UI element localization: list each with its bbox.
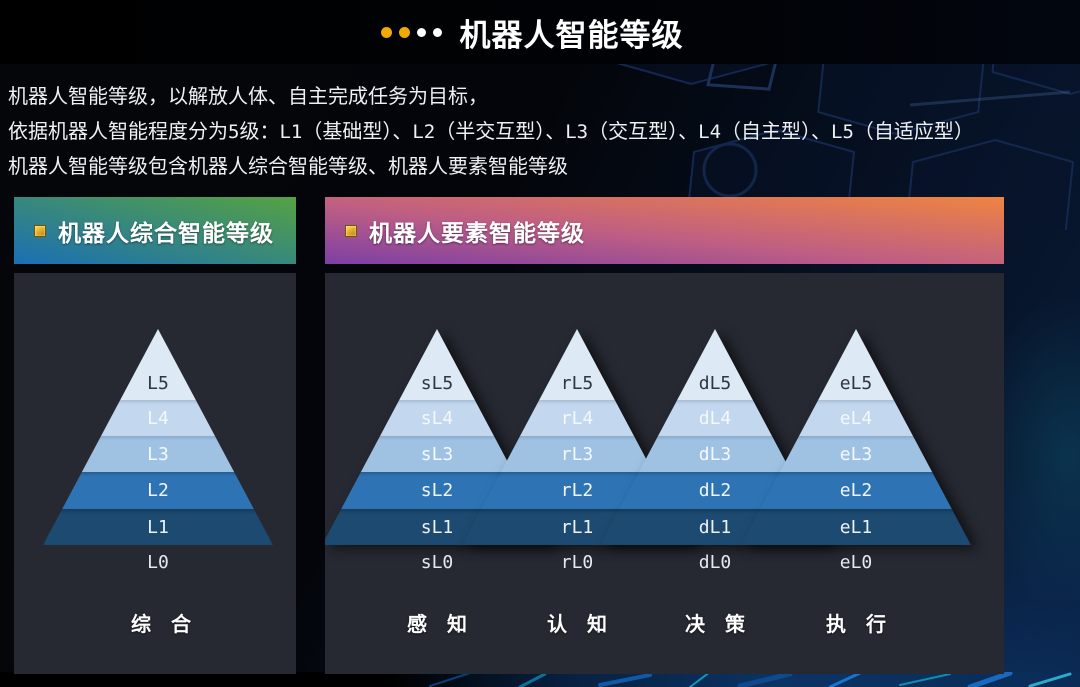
pyramid-band-label: eL2 <box>839 480 873 501</box>
dot-icon <box>432 27 442 37</box>
dot-icon <box>380 26 392 38</box>
gold-square-icon <box>345 224 357 237</box>
pyramid-band-label: L5 <box>147 373 169 394</box>
level-code-text: L4 <box>698 121 722 143</box>
right-panel-header: 机器人要素智能等级 <box>325 197 1004 264</box>
pyramid-base-label-sL0: sL0 <box>420 552 454 573</box>
pyramid-band-label: rL5 <box>560 373 594 394</box>
right-panel-body: sL5 sL4 sL3 sL2 sL1 sL0 rL5 rL4 rL3 rL2 rL1 rL0 dL5 d… <box>325 273 1004 674</box>
category-label-overall: 综 合 <box>131 614 191 636</box>
pyramid-band-eL2: eL2 <box>741 472 971 509</box>
pyramid-band-label: eL5 <box>839 373 873 394</box>
pyramid-dL0: dL5 dL4 dL3 dL2 dL1 dL0 <box>600 329 830 573</box>
pyramid-band-label: dL1 <box>698 516 732 538</box>
pyramid-band-label: L4 <box>147 407 169 429</box>
level-code-text: 5 <box>228 121 240 143</box>
pyramid-band-label: sL2 <box>420 480 454 501</box>
pyramid-band-L3: L3 <box>43 436 273 472</box>
pyramid-band-label: rL3 <box>560 443 594 465</box>
level-code-text: L1 <box>279 121 303 143</box>
level-code-text: L3 <box>565 121 589 143</box>
description-text: （自适应型） <box>853 121 974 143</box>
left-panel-title: 机器人综合智能等级 <box>58 219 274 246</box>
pyramid-sL0: sL5 sL4 sL3 sL2 sL1 sL0 <box>325 329 552 573</box>
description-text: 依据机器人智能程度分为 <box>8 121 228 143</box>
description-line-3: 机器人智能等级包含机器人综合智能等级、机器人要素智能等级 <box>8 156 568 178</box>
category-label-cognition: 认 知 <box>547 614 607 636</box>
category-label-perception: 感 知 <box>407 614 467 636</box>
description-line-1: 机器人智能等级，以解放人体、自主完成任务为目标， <box>8 86 488 108</box>
pyramid-band-label: rL4 <box>560 407 594 429</box>
pyramid-base-label-eL0: eL0 <box>839 552 873 573</box>
dot-icon <box>416 27 426 37</box>
gold-square-icon <box>34 224 46 237</box>
pyramid-band-label: L3 <box>147 443 169 465</box>
pyramid-band-label: L1 <box>147 516 169 538</box>
pyramid-base-label-rL0: rL0 <box>560 552 594 573</box>
pyramid-base-label-L0: L0 <box>147 552 169 573</box>
level-code-text: L2 <box>412 121 436 143</box>
pyramid-band-label: dL3 <box>698 443 732 465</box>
category-label-execution: 执 行 <box>826 614 886 636</box>
pyramid-band-label: rL1 <box>560 516 594 538</box>
pyramid-band-L4: L4 <box>43 400 273 436</box>
title-dots-decoration <box>380 26 442 38</box>
pyramid-band-label: sL3 <box>420 443 454 465</box>
left-panel-header: 机器人综合智能等级 <box>14 197 296 264</box>
title-band: 机器人智能等级 <box>0 0 1080 64</box>
pyramid-band-label: sL5 <box>420 373 454 394</box>
description-text: （交互型）、 <box>588 121 699 143</box>
pyramid-band-L2: L2 <box>43 472 273 509</box>
description-block: 机器人智能等级，以解放人体、自主完成任务为目标， 依据机器人智能程度分为5级：L… <box>8 80 1080 185</box>
pyramid-band-L5: L5 <box>43 329 273 400</box>
bottom-circuit-strip <box>0 672 1080 687</box>
pyramid-band-label: eL1 <box>839 516 873 538</box>
dot-icon <box>398 26 410 38</box>
pyramid-L0: L5 L4 L3 L2 L1 L0 <box>43 329 273 573</box>
pyramid-band-label: eL4 <box>839 407 873 429</box>
pyramid-base-label-dL0: dL0 <box>698 552 732 573</box>
pyramid-band-eL3: eL3 <box>741 436 971 472</box>
left-panel-body: L5 L4 L3 L2 L1 L0 综 合 <box>14 273 296 674</box>
pyramid-band-label: sL1 <box>420 516 454 538</box>
description-line-2: 依据机器人智能程度分为5级：L1（基础型）、L2（半交互型）、L3（交互型）、L… <box>8 115 1080 150</box>
pyramid-band-label: dL5 <box>698 373 732 394</box>
page-title: 机器人智能等级 <box>459 17 684 53</box>
pyramid-band-label: dL2 <box>698 480 732 501</box>
description-text: （半交互型）、 <box>435 121 566 143</box>
pyramid-eL0: eL5 eL4 eL3 eL2 eL1 eL0 <box>741 329 971 573</box>
pyramid-band-label: L2 <box>147 480 169 501</box>
title-group: 机器人智能等级 <box>380 10 684 55</box>
pyramid-band-eL1: eL1 <box>741 509 971 545</box>
pyramid-band-eL4: eL4 <box>741 400 971 436</box>
description-text: 级： <box>239 121 280 143</box>
pyramid-band-L1: L1 <box>43 509 273 545</box>
description-text: （自主型）、 <box>721 121 832 143</box>
pyramid-band-label: rL2 <box>560 480 594 501</box>
right-panel-title: 机器人要素智能等级 <box>369 219 585 246</box>
level-code-text: L5 <box>831 121 854 143</box>
pyramid-band-label: sL4 <box>420 407 454 429</box>
category-label-decision: 决 策 <box>685 614 745 636</box>
pyramid-band-label: dL4 <box>698 407 732 429</box>
pyramid-band-eL5: eL5 <box>741 329 971 400</box>
description-text: （基础型）、 <box>302 121 413 143</box>
pyramid-band-label: eL3 <box>839 443 873 465</box>
